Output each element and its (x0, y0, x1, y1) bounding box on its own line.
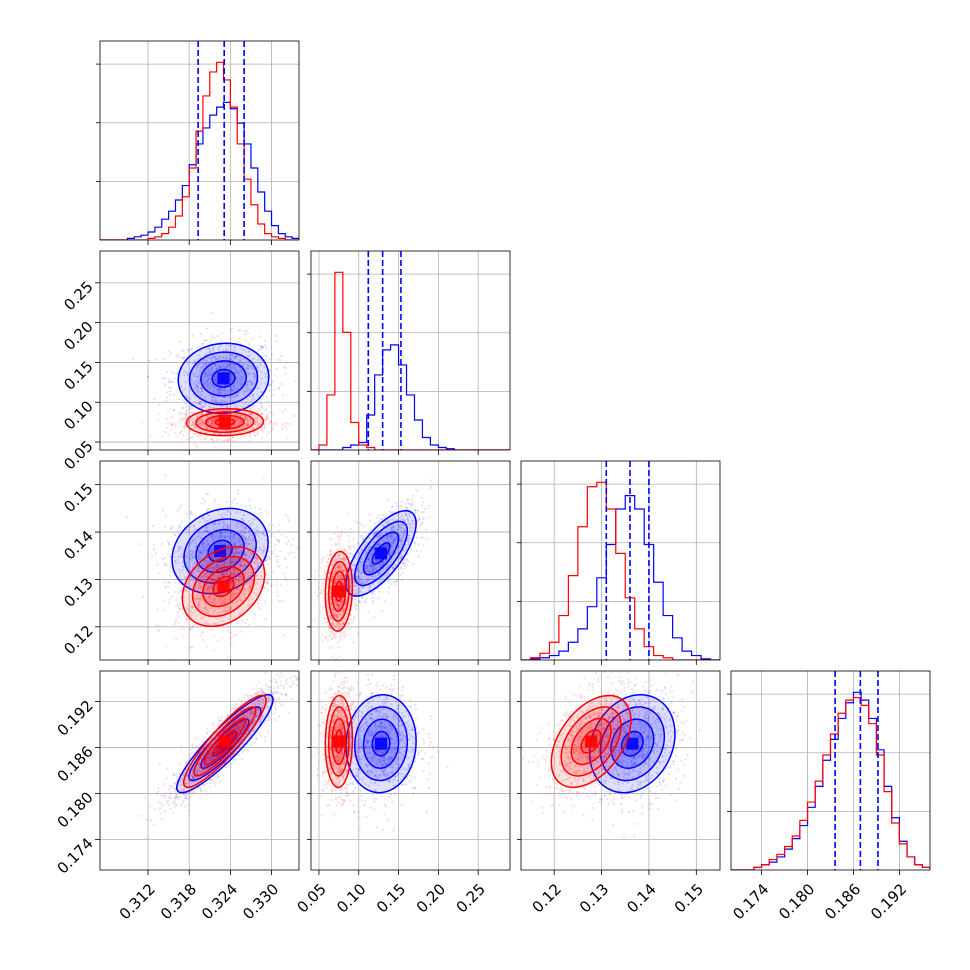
red-histogram-0 (100, 61, 299, 240)
y-tick-label: 0.05 (60, 437, 96, 473)
red-contours (324, 694, 354, 789)
x-tick-label: 0.12 (529, 880, 565, 916)
grid-lines (100, 461, 299, 660)
x-tick-label: 0.174 (729, 880, 772, 923)
red-contours (181, 546, 266, 628)
x-tick-label: 0.20 (413, 880, 449, 916)
grid-lines (100, 41, 299, 240)
blue-histogram-1 (311, 344, 510, 450)
hist-panel-0 (96, 40, 300, 241)
grid-lines (100, 671, 299, 870)
hist-panel-3 (727, 670, 931, 871)
blue-contours (177, 342, 270, 415)
red-contours (550, 694, 632, 789)
blue-contours (345, 509, 417, 597)
blue-histogram-2 (521, 495, 720, 660)
panel-border (730, 670, 931, 871)
red-histogram-2 (521, 481, 720, 660)
scatter-panel-3-1 (310, 670, 511, 871)
panel-border (99, 250, 300, 451)
y-tick-label: 0.10 (60, 397, 96, 433)
y-axis-1: 0.05 0.10 0.150.20 0.25 (60, 278, 100, 473)
x-tick-label: 0.15 (671, 880, 707, 916)
y-tick-label: 0.186 (54, 742, 97, 785)
scatter-panel-3-2 (520, 670, 721, 871)
y-tick-label: 0.180 (54, 788, 97, 831)
x-tick-label: 0.312 (116, 880, 159, 923)
panel-border (99, 670, 300, 871)
x-tick-label: 0.180 (775, 880, 818, 923)
x-tick-label: 0.330 (239, 880, 282, 923)
x-tick-label: 0.15 (373, 880, 409, 916)
x-tick-label: 0.14 (623, 880, 659, 916)
x-tick-label: 0.13 (576, 880, 612, 916)
x-tick-label: 0.318 (157, 880, 200, 923)
x-tick-label: 0.25 (453, 880, 489, 916)
panel-border (99, 460, 300, 661)
x-tick-label: 0.192 (867, 880, 910, 923)
red-contours (185, 407, 265, 437)
blue-contours (171, 507, 269, 595)
x-tick-label: 0.05 (293, 880, 329, 916)
y-tick-label: 0.174 (54, 834, 97, 877)
y-tick-label: 0.12 (60, 622, 96, 658)
scatter-panel-2-1 (310, 460, 511, 661)
blue-contours (345, 693, 417, 794)
red-contours (324, 550, 354, 632)
grid-lines (521, 671, 720, 870)
panel-border (310, 670, 511, 871)
x-tick-label: 0.10 (333, 880, 369, 916)
panel-border (310, 250, 511, 451)
y-tick-label: 0.15 (60, 357, 96, 393)
y-tick-label: 0.14 (60, 527, 96, 563)
hist-panel-2 (517, 460, 721, 661)
y-tick-label: 0.20 (60, 318, 96, 354)
x-axis-3: 0.174 0.180 0.186 0.192 (729, 870, 910, 923)
panel-border (310, 460, 511, 661)
panel-border (99, 40, 300, 241)
y-tick-label: 0.13 (60, 574, 96, 610)
red-histogram-1 (311, 271, 510, 450)
red-contours (182, 694, 267, 789)
x-tick-label: 0.186 (821, 880, 864, 923)
blue-contours (588, 693, 676, 794)
panel-border (520, 670, 721, 871)
panel-border (520, 460, 721, 661)
scatter-panel-3-0 (99, 670, 300, 871)
red-histogram-3 (731, 696, 930, 870)
y-tick-label: 0.192 (54, 697, 97, 740)
blue-histogram-0 (100, 101, 299, 240)
y-tick-label: 0.15 (60, 480, 96, 516)
hist-panel-1 (307, 250, 511, 451)
x-tick-label: 0.324 (198, 880, 241, 923)
scatter-panel-2-0 (99, 460, 300, 661)
y-tick-label: 0.25 (60, 278, 96, 314)
scatter-panel-1-0 (99, 250, 300, 451)
